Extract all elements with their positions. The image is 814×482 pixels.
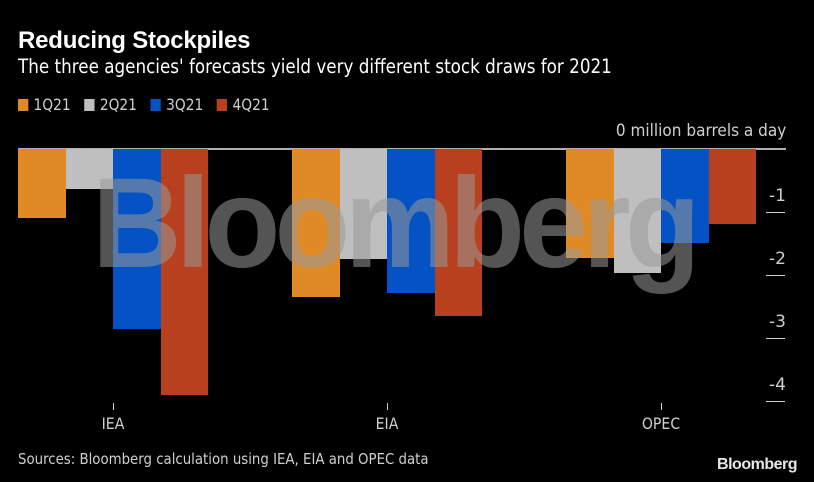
bar-eia-2q21	[339, 149, 387, 260]
y-tick-label: -4	[769, 375, 786, 395]
y-tick-mark	[766, 212, 785, 213]
bar-opec-4q21	[708, 149, 756, 224]
bar-iea-2q21	[65, 149, 113, 189]
y-tick-mark	[766, 275, 785, 276]
y-tick-mark	[766, 338, 785, 339]
y-tick-mark	[766, 401, 785, 402]
chart-title: Reducing Stockpiles	[18, 27, 251, 54]
bar-eia-3q21	[387, 149, 435, 294]
bar-iea-4q21	[160, 149, 208, 395]
legend-item-2q21: 2Q21	[84, 95, 137, 114]
legend-item-3q21: 3Q21	[150, 95, 204, 114]
x-tick-label: EIA	[375, 414, 399, 433]
legend-label: 4Q21	[232, 95, 270, 114]
source-note: Sources: Bloomberg calculation using IEA…	[18, 450, 429, 468]
legend-label: 2Q21	[99, 95, 137, 114]
y-tick-label: -2	[769, 249, 786, 269]
x-tick-mark	[387, 403, 388, 410]
chart-legend: 1Q21 2Q21 3Q21 4Q21	[18, 95, 283, 114]
x-tick-mark	[661, 403, 662, 410]
chart-subtitle: The three agencies' forecasts yield very…	[18, 55, 612, 78]
bar-opec-2q21	[613, 149, 661, 274]
legend-swatch-2q21	[84, 98, 95, 111]
bar-opec-1q21	[566, 149, 614, 258]
bar-eia-4q21	[434, 149, 482, 316]
legend-swatch-3q21	[150, 98, 162, 111]
bar-iea-1q21	[18, 149, 66, 219]
legend-item-4q21: 4Q21	[217, 95, 270, 114]
x-tick-label: OPEC	[641, 414, 681, 433]
legend-label: 1Q21	[33, 95, 71, 114]
x-tick-mark	[113, 403, 114, 410]
x-tick-label: IEA	[101, 414, 125, 433]
bar-eia-1q21	[292, 149, 340, 298]
y-tick-label: -1	[769, 186, 786, 206]
y-tick-label: -3	[769, 312, 786, 332]
bar-iea-3q21	[113, 149, 161, 330]
legend-swatch-1q21	[18, 98, 29, 111]
legend-label: 3Q21	[166, 95, 204, 114]
legend-swatch-4q21	[217, 98, 228, 111]
bloomberg-logo: Bloomberg	[717, 456, 797, 473]
bar-opec-3q21	[661, 149, 709, 243]
y-axis-unit-label: 0 million barrels a day	[615, 121, 786, 141]
legend-item-1q21: 1Q21	[18, 95, 71, 114]
